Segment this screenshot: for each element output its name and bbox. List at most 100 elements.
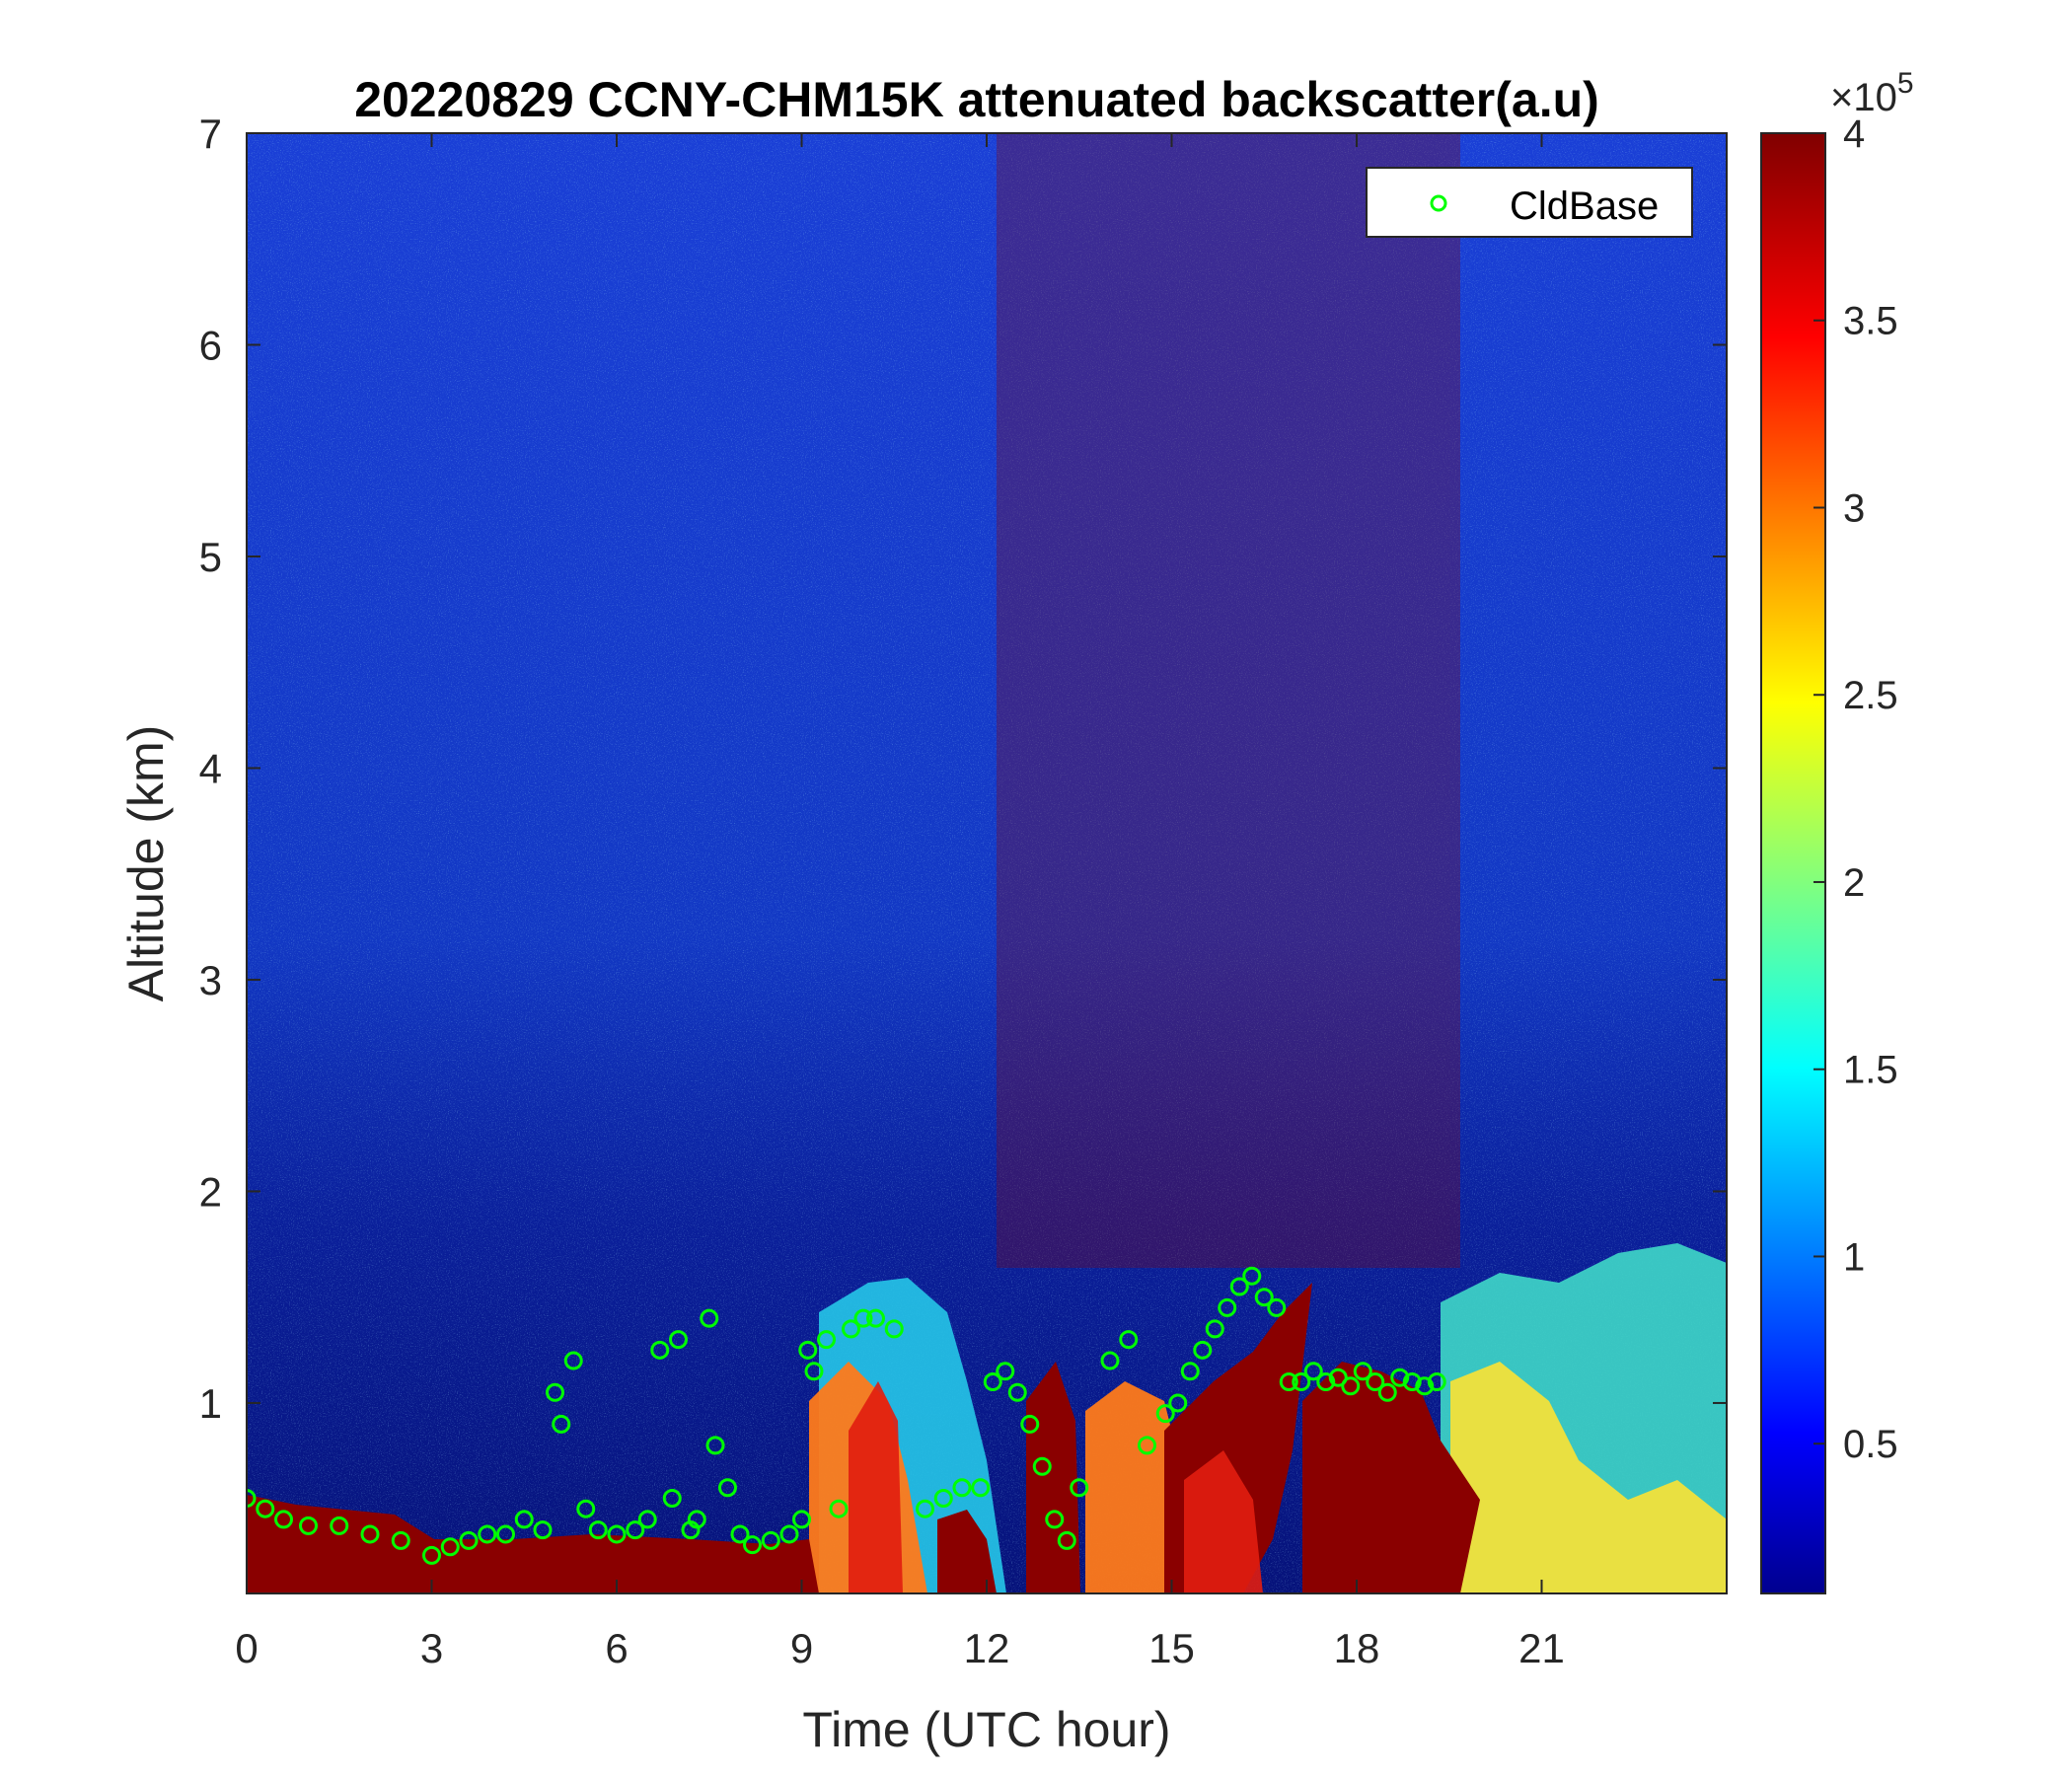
cldbase-point <box>478 1524 497 1544</box>
colorbar-gradient <box>1760 132 1826 1594</box>
colorbar-tick-label: 1 <box>1843 1235 1865 1279</box>
cloud-layer-red <box>849 1381 1263 1593</box>
y-tick-label: 6 <box>199 322 222 368</box>
x-tick-label: 18 <box>1334 1625 1380 1671</box>
cldbase-point <box>256 1499 275 1518</box>
cldbase-point <box>884 1319 904 1339</box>
cldbase-point <box>1366 1372 1385 1392</box>
cldbase-point <box>1390 1368 1410 1387</box>
aerosol-layer-orange <box>809 1362 1214 1593</box>
cldbase-point <box>1007 1382 1027 1402</box>
cldbase-point <box>971 1478 991 1498</box>
colorbar: 0.5 1 1.5 2 2.5 3 3.5 4 ×105 <box>1760 67 1914 1594</box>
cldbase-point <box>1205 1319 1224 1339</box>
colorbar-tick-label: 0.5 <box>1843 1423 1898 1466</box>
cldbase-point <box>1316 1372 1336 1392</box>
cldbase-point <box>1168 1393 1188 1413</box>
cldbase-point <box>1279 1372 1298 1392</box>
cldbase-point <box>459 1530 479 1550</box>
colorbar-exponent-base: ×10 <box>1830 76 1897 119</box>
cldbase-point <box>1427 1372 1446 1392</box>
cldbase-point <box>1057 1530 1076 1550</box>
cldbase-point <box>817 1330 836 1350</box>
y-axis-ticks: 1 2 3 4 5 6 7 <box>199 111 1727 1427</box>
cldbase-point <box>718 1478 737 1498</box>
y-tick-label: 3 <box>199 957 222 1003</box>
cldbase-point <box>1218 1297 1237 1317</box>
legend[interactable]: CldBase <box>1366 167 1693 238</box>
cldbase-point <box>533 1520 553 1540</box>
chart-title: 20220829 CCNY-CHM15K attenuated backscat… <box>354 72 1599 127</box>
cldbase-point <box>1020 1414 1040 1434</box>
colorbar-exponent: ×105 <box>1830 67 1914 119</box>
cldbase-point <box>1341 1376 1361 1396</box>
cldbase-point <box>1032 1456 1052 1476</box>
cldbase-point <box>705 1436 725 1455</box>
cldbase-point <box>1303 1362 1323 1381</box>
colorbar-tick-label: 3.5 <box>1843 300 1898 343</box>
legend-marker-cldbase <box>1430 194 1447 212</box>
plot-area <box>247 133 1727 1593</box>
cldbase-point <box>1193 1340 1213 1360</box>
cldbase-point <box>1155 1404 1175 1424</box>
x-tick-label: 0 <box>235 1625 258 1671</box>
cldbase-series <box>247 1266 1446 1565</box>
cldbase-point <box>933 1488 953 1508</box>
cldbase-point <box>829 1499 849 1518</box>
legend-entry-cldbase: CldBase <box>1510 185 1659 228</box>
x-tick-label: 15 <box>1148 1625 1195 1671</box>
cldbase-point <box>730 1524 750 1544</box>
y-tick-label: 5 <box>199 534 222 580</box>
cldbase-point <box>1254 1288 1274 1307</box>
cldbase-point <box>669 1330 688 1350</box>
cldbase-point <box>1180 1362 1200 1381</box>
cldbase-point <box>1229 1277 1249 1296</box>
cldbase-point <box>552 1414 571 1434</box>
x-tick-label: 3 <box>420 1625 443 1671</box>
x-tick-label: 21 <box>1518 1625 1565 1671</box>
y-tick-label: 2 <box>199 1168 222 1215</box>
cldbase-point <box>546 1382 564 1402</box>
cldbase-point <box>916 1499 934 1518</box>
cldbase-point <box>1100 1351 1120 1370</box>
cldbase-point <box>996 1362 1015 1381</box>
cldbase-point <box>330 1516 349 1535</box>
cldbase-point <box>662 1488 682 1508</box>
cldbase-point <box>804 1362 824 1381</box>
cldbase-point <box>440 1537 460 1557</box>
cldbase-point <box>1377 1382 1397 1402</box>
x-axis-label: Time (UTC hour) <box>802 1702 1170 1757</box>
cldbase-point <box>1328 1368 1348 1387</box>
cldbase-point <box>842 1319 860 1339</box>
colorbar-tick-label: 2 <box>1843 861 1865 905</box>
cldbase-point <box>1415 1376 1435 1396</box>
cldbase-point <box>1353 1362 1372 1381</box>
y-axis-label: Altitude (km) <box>118 725 174 1002</box>
colorbar-tick-label: 2.5 <box>1843 674 1898 717</box>
cldbase-point <box>1138 1436 1156 1455</box>
cldbase-point <box>952 1478 972 1498</box>
x-axis-ticks: 0 3 6 9 12 15 18 21 <box>235 133 1565 1671</box>
y-tick-label: 4 <box>199 745 222 791</box>
cldbase-point <box>274 1510 293 1529</box>
colorbar-exponent-power: 5 <box>1897 67 1914 100</box>
cldbase-point <box>563 1351 583 1370</box>
cldbase-point <box>299 1516 318 1535</box>
cldbase-point <box>1242 1266 1262 1286</box>
cldbase-point <box>1292 1372 1311 1392</box>
colorbar-ticks: 0.5 1 1.5 2 2.5 3 3.5 4 <box>1813 112 1898 1466</box>
cldbase-point <box>391 1530 410 1550</box>
x-tick-label: 6 <box>605 1625 628 1671</box>
x-tick-label: 9 <box>790 1625 813 1671</box>
cldbase-point <box>247 1488 257 1508</box>
y-tick-label: 1 <box>199 1380 222 1427</box>
cldbase-point <box>1267 1297 1287 1317</box>
cldbase-point <box>496 1524 515 1544</box>
colorbar-tick-label: 4 <box>1843 112 1865 156</box>
cldbase-point <box>588 1520 608 1540</box>
cldbase-point <box>853 1308 873 1328</box>
cloud-layer-darkred <box>247 1283 1480 1593</box>
cldbase-point <box>1070 1478 1089 1498</box>
cldbase-point <box>514 1510 534 1529</box>
